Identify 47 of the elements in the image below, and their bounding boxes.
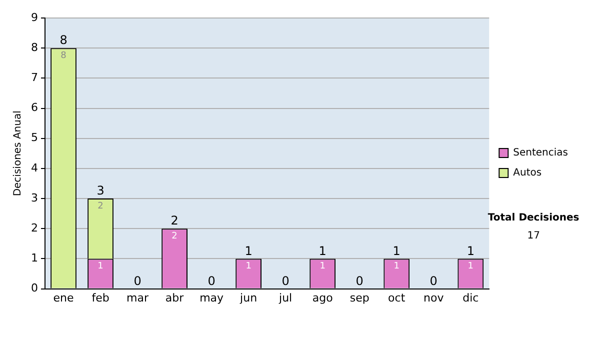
- text: 17: [527, 230, 540, 242]
- total-label: 8: [60, 33, 68, 48]
- y-tick-label: 3: [31, 191, 38, 204]
- y-tick-label: 7: [31, 71, 38, 84]
- y-tick-label: 1: [31, 252, 38, 265]
- total-label: 3: [96, 184, 104, 198]
- x-tick-label: abr: [165, 291, 184, 304]
- data-label: 8: [60, 50, 67, 61]
- total-label: 0: [356, 274, 364, 288]
- data-label: 1: [246, 262, 252, 272]
- x-tick-label: ene: [53, 291, 74, 304]
- x-tick-label: oct: [388, 291, 406, 304]
- data-label: 1: [98, 262, 104, 272]
- legend-label: Sentencias: [513, 148, 568, 159]
- x-tick-label: jul: [278, 291, 292, 304]
- total-label: 0: [282, 274, 290, 288]
- data-label: 1: [394, 262, 400, 272]
- x-tick-label: jun: [239, 291, 258, 304]
- y-tick-label: 2: [31, 221, 38, 234]
- x-tick-label: feb: [92, 291, 110, 304]
- total-label: 0: [430, 274, 438, 288]
- data-label: 2: [172, 231, 178, 242]
- x-tick-label: mar: [126, 291, 149, 304]
- x-tick-label: dic: [462, 291, 479, 304]
- x-tick-label: ago: [312, 291, 334, 304]
- x-tick-label: nov: [424, 291, 444, 304]
- annotation: Total Decisiones: [488, 212, 580, 224]
- y-tick-label: 8: [31, 40, 38, 54]
- total-label: 1: [466, 244, 474, 258]
- y-axis-title: Decisiones Anual: [12, 110, 24, 196]
- total-label: 1: [392, 244, 400, 258]
- y-tick-label: 5: [31, 131, 38, 144]
- data-label: 1: [320, 262, 326, 272]
- legend-label: Autos: [513, 168, 542, 179]
- total-label: 0: [134, 274, 142, 288]
- data-label: 2: [98, 201, 104, 212]
- y-tick-label: 9: [31, 10, 38, 24]
- y-tick-label: 4: [31, 161, 38, 174]
- total-label: 1: [318, 244, 326, 258]
- total-label: 1: [244, 244, 252, 258]
- total-label: 0: [208, 274, 216, 288]
- y-tick-label: 6: [31, 101, 38, 114]
- x-tick-label: sep: [350, 291, 370, 304]
- y-tick-label: 0: [31, 282, 38, 295]
- x-tick-label: may: [200, 291, 224, 304]
- total-label: 2: [170, 214, 178, 228]
- data-label: 1: [468, 262, 474, 272]
